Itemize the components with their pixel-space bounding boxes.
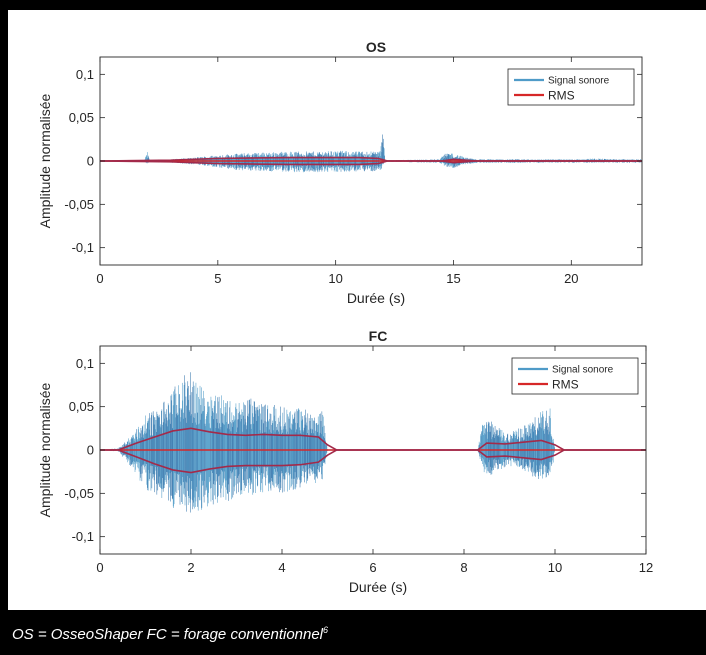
caption: OS = OsseoShaper FC = forage conventionn… — [0, 610, 706, 650]
legend: Signal sonore RMS — [511, 357, 639, 395]
rms-line-upper — [100, 156, 642, 162]
legend-label-rms: RMS — [552, 378, 579, 392]
legend-label-rms: RMS — [548, 89, 575, 103]
y-tick-label: 0,1 — [76, 67, 94, 82]
x-tick-label: 20 — [564, 271, 578, 286]
x-axis-label: Durée (s) — [347, 290, 405, 306]
rms-line-upper — [100, 427, 646, 451]
y-tick-label: -0,05 — [64, 486, 94, 501]
x-tick-label: 8 — [460, 560, 467, 575]
x-tick-label: 0 — [96, 271, 103, 286]
chart-title: OS — [366, 39, 386, 55]
y-axis-label: Amplitude normalisée — [37, 93, 53, 228]
x-tick-label: 6 — [369, 560, 376, 575]
y-tick-label: 0 — [87, 154, 94, 169]
legend-label-signal: Signal sonore — [552, 365, 614, 376]
x-tick-label: 15 — [446, 271, 460, 286]
y-tick-label: 0 — [87, 443, 94, 458]
plot-content — [100, 134, 642, 173]
x-tick-label: 10 — [328, 271, 342, 286]
caption-footnote: 6 — [323, 625, 329, 635]
x-tick-label: 5 — [214, 271, 221, 286]
legend: Signal sonore RMS — [507, 68, 635, 106]
x-axis-label: Durée (s) — [349, 579, 407, 595]
rms-line-lower — [100, 160, 642, 166]
y-tick-label: -0,1 — [72, 529, 94, 544]
figure: 0 5 10 15 20 0,1 0,05 0 -0,05 -0,1 OS Durée (s) Ampl… — [8, 10, 706, 610]
legend-label-signal: Signal sonore — [548, 76, 610, 87]
chart-title: FC — [369, 328, 388, 344]
legend-box — [507, 68, 635, 106]
x-tick-label: 10 — [548, 560, 562, 575]
plot-content — [100, 372, 646, 513]
y-tick-label: 0,1 — [76, 356, 94, 371]
legend-box — [511, 357, 639, 395]
y-axis-label: Amplitude normalisée — [37, 382, 53, 517]
chart-os: 0 5 10 15 20 0,1 0,05 0 -0,05 -0,1 OS Durée (s) Ampl… — [37, 39, 643, 306]
caption-text: OS = OsseoShaper FC = forage conventionn… — [12, 626, 324, 643]
y-tick-label: -0,1 — [72, 240, 94, 255]
y-tick-label: -0,05 — [64, 197, 94, 212]
y-tick-label: 0,05 — [69, 110, 94, 125]
rms-line-lower — [100, 449, 646, 474]
x-tick-label: 4 — [278, 560, 285, 575]
y-tick-label: 0,05 — [69, 399, 94, 414]
x-tick-label: 0 — [96, 560, 103, 575]
x-tick-label: 2 — [187, 560, 194, 575]
chart-fc: 0 2 4 6 8 10 12 0,1 0,05 0 -0,05 -0,1 FC Durée (s) Amp… — [37, 328, 653, 595]
x-tick-label: 12 — [639, 560, 653, 575]
